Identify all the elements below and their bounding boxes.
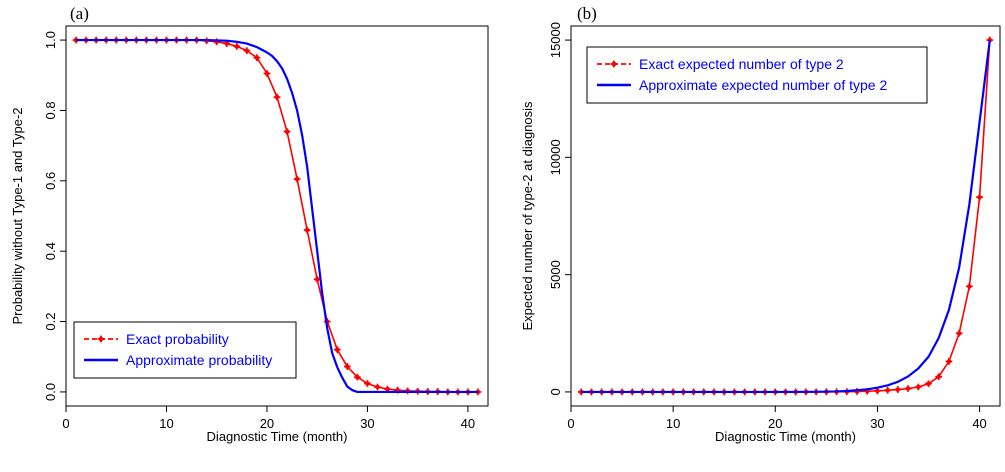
panel-b: (b) 0 10 20 30 40 0 5000 10000 15000 Diagnostic Ti… xyxy=(520,4,1001,444)
data-point xyxy=(384,385,391,393)
data-point xyxy=(976,193,983,201)
data-point xyxy=(233,43,241,50)
data-point xyxy=(955,329,963,337)
y-tick-label: 15000 xyxy=(548,22,563,58)
data-point xyxy=(965,282,973,290)
data-point xyxy=(293,175,301,183)
x-tick-label: 10 xyxy=(159,416,173,431)
data-point xyxy=(374,383,381,391)
data-point xyxy=(364,380,371,387)
y-axis-label: Expected number of type-2 at diagnosis xyxy=(520,101,535,331)
data-point xyxy=(914,383,922,391)
data-point xyxy=(925,380,932,388)
series-line-2 xyxy=(76,38,478,394)
data-point xyxy=(263,70,271,77)
data-point xyxy=(243,47,251,55)
y-tick-label: 0 xyxy=(548,388,563,395)
y-tick-label: 0.2 xyxy=(43,313,58,331)
legend-box xyxy=(73,321,297,379)
x-tick-label: 30 xyxy=(870,416,884,431)
y-tick-label: 0.8 xyxy=(43,101,58,119)
data-point xyxy=(894,386,902,393)
legend-entry-1: Exact expected number of type 2 xyxy=(639,56,844,72)
panel-label: (b) xyxy=(577,4,597,23)
x-axis-label: Diagnostic Time (month) xyxy=(715,429,856,444)
data-point xyxy=(343,363,351,370)
panel-label: (a) xyxy=(70,4,89,23)
data-point xyxy=(394,386,401,394)
legend: Exact probability Approximate probability xyxy=(73,321,297,379)
data-point xyxy=(273,93,281,101)
panel-a: (a) 0 10 20 30 40 0.0 0.2 0.4 0.6 0.8 1.0 Diagnostic… xyxy=(10,4,489,444)
x-tick-label: 0 xyxy=(62,416,69,431)
y-axis-label: Probability without Type-1 and Type-2 xyxy=(10,107,25,324)
data-point xyxy=(853,388,861,395)
series-line-2 xyxy=(581,39,991,394)
data-point xyxy=(474,388,482,396)
plot-frame xyxy=(570,25,1001,407)
data-point xyxy=(863,387,871,395)
data-point xyxy=(884,386,892,394)
y-tick-label: 10000 xyxy=(548,139,563,175)
y-tick-label: 1.0 xyxy=(43,31,58,49)
y-tick-label: 0.6 xyxy=(43,172,58,190)
legend: Exact expected number of type 2 Approxima… xyxy=(586,46,928,104)
data-point xyxy=(874,387,881,395)
data-point xyxy=(223,40,231,47)
legend-entry-1: Exact probability xyxy=(126,331,229,347)
plot-frame xyxy=(65,25,489,407)
x-tick-label: 0 xyxy=(567,416,574,431)
data-point xyxy=(935,373,943,381)
y-tick-label: 5000 xyxy=(548,260,563,289)
data-point xyxy=(333,346,341,354)
x-tick-label: 10 xyxy=(666,416,680,431)
data-point xyxy=(313,275,321,283)
y-tick-label: 0.4 xyxy=(43,242,58,260)
legend-box xyxy=(586,46,928,104)
data-point xyxy=(213,38,221,46)
x-tick-label: 20 xyxy=(768,416,782,431)
data-point xyxy=(253,54,261,62)
x-tick-label: 30 xyxy=(360,416,374,431)
legend-marker-1 xyxy=(610,60,618,68)
x-axis-label: Diagnostic Time (month) xyxy=(207,429,348,444)
legend-entry-2: Approximate probability xyxy=(126,352,272,368)
legend-entry-2: Approximate expected number of type 2 xyxy=(639,77,887,93)
data-point xyxy=(72,36,80,44)
x-tick-label: 40 xyxy=(972,416,986,431)
x-tick-label: 20 xyxy=(260,416,274,431)
data-point xyxy=(283,128,291,135)
data-point xyxy=(904,385,912,392)
y-tick-label: 0.0 xyxy=(43,383,58,401)
data-point xyxy=(353,373,361,381)
legend-marker-1 xyxy=(97,335,105,343)
x-tick-label: 40 xyxy=(461,416,475,431)
data-point xyxy=(303,226,311,234)
data-point xyxy=(945,358,953,365)
